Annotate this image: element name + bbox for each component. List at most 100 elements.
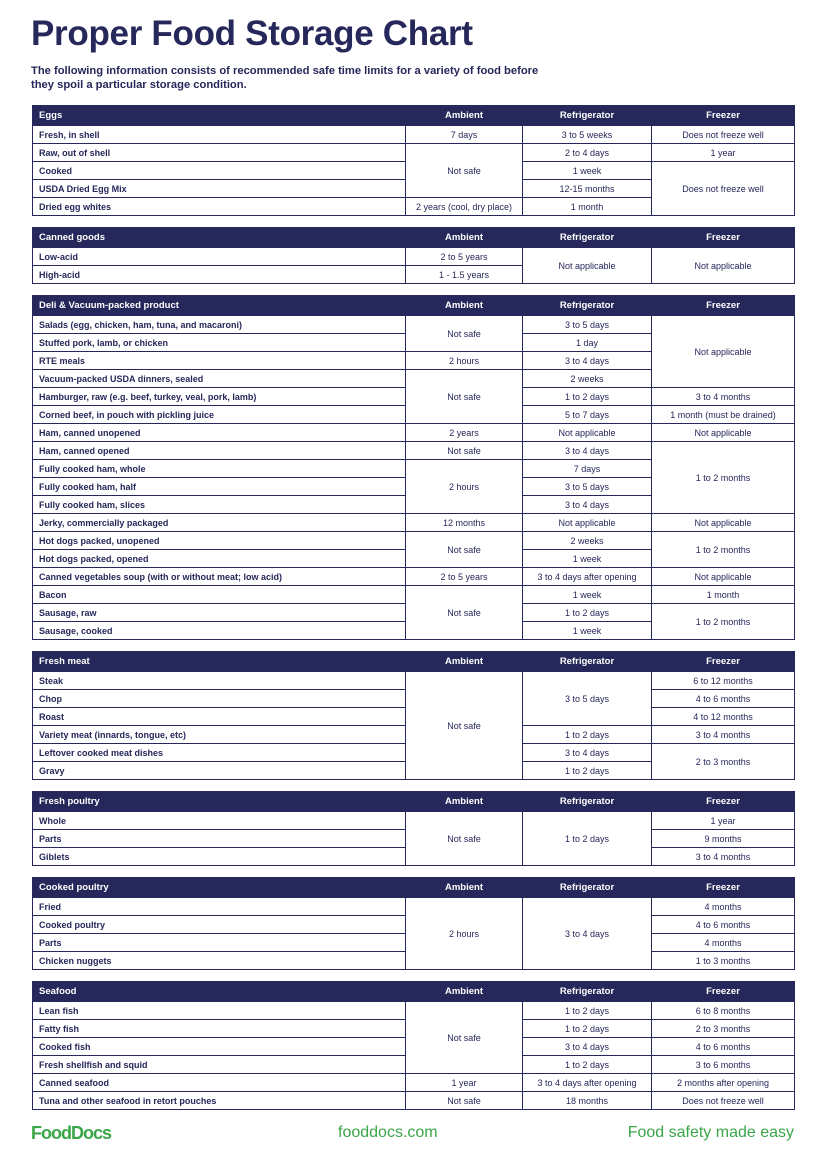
website-link[interactable]: fooddocs.com xyxy=(338,1124,438,1141)
table-row: Leftover cooked meat dishes 3 to 4 days 2 … xyxy=(32,743,795,780)
food-item: Ham, canned unopened xyxy=(32,423,406,442)
category-heading: Fresh poultry xyxy=(32,791,406,812)
column-header-ambient: Ambient xyxy=(405,651,523,672)
table-row: Giblets 3 to 4 months xyxy=(32,847,795,866)
column-header-ambient: Ambient xyxy=(405,981,523,1002)
food-item: Low-acid xyxy=(32,247,406,266)
table-header: Deli & Vacuum-packed product Ambient Refri… xyxy=(32,295,795,316)
refrigerator-value: 1 week xyxy=(522,585,652,604)
ambient-value: Not safe xyxy=(405,1091,523,1110)
freezer-value: 4 to 6 months xyxy=(651,1037,795,1056)
table-row: Canned seafood 1 year 3 to 4 days after op… xyxy=(32,1073,795,1092)
category-heading: Canned goods xyxy=(32,227,406,248)
column-header-ambient: Ambient xyxy=(405,791,523,812)
food-item: Dried egg whites xyxy=(32,197,406,216)
column-header-freezer: Freezer xyxy=(651,227,795,248)
ambient-value: 2 to 5 years xyxy=(405,567,523,586)
food-item: Raw, out of shell xyxy=(32,143,406,162)
refrigerator-value: 1 week xyxy=(522,621,652,640)
food-item: Hot dogs packed, opened xyxy=(32,549,406,568)
food-item: Vacuum-packed USDA dinners, sealed xyxy=(32,369,406,388)
table-header: Seafood Ambient Refrigerator Freezer xyxy=(32,981,795,1002)
column-header-refrigerator: Refrigerator xyxy=(522,791,652,812)
food-item: Canned seafood xyxy=(32,1073,406,1092)
food-item: Roast xyxy=(32,707,406,726)
food-item: Salads (egg, chicken, ham, tuna, and mac… xyxy=(32,315,406,334)
food-item: Hot dogs packed, unopened xyxy=(32,531,406,550)
category-heading: Seafood xyxy=(32,981,406,1002)
food-item: Jerky, commercially packaged xyxy=(32,513,406,532)
freezer-value: 4 months xyxy=(651,933,795,952)
table-row: Jerky, commercially packaged 12 months Not… xyxy=(32,513,795,532)
table-row: High-acid 1 - 1.5 years xyxy=(32,265,795,284)
food-item: Whole xyxy=(32,811,406,830)
refrigerator-value: 2 weeks xyxy=(522,531,652,550)
freezer-value: Does not freeze well xyxy=(651,125,795,144)
refrigerator-value: Not applicable xyxy=(522,247,652,284)
refrigerator-value: 3 to 5 weeks xyxy=(522,125,652,144)
refrigerator-value: 1 to 2 days xyxy=(522,1055,652,1074)
refrigerator-value: 18 months xyxy=(522,1091,652,1110)
refrigerator-value: 3 to 4 days xyxy=(522,495,652,514)
ambient-value: 2 hours xyxy=(405,351,523,370)
refrigerator-value: 3 to 4 days xyxy=(522,1037,652,1056)
freezer-value: 3 to 4 months xyxy=(651,847,795,866)
food-item: Gravy xyxy=(32,761,406,780)
ambient-value: 2 years xyxy=(405,423,523,442)
table-row: Cooked fish 3 to 4 days 4 to 6 months xyxy=(32,1037,795,1056)
ambient-value: 2 hours xyxy=(405,459,523,514)
table-row: Steak Not safe 3 to 5 days 6 to 12 months xyxy=(32,671,795,780)
food-item: Fresh shellfish and squid xyxy=(32,1055,406,1074)
food-item: Parts xyxy=(32,933,406,952)
table-row: Low-acid 2 to 5 years Not applicable Not ap… xyxy=(32,247,795,284)
table-row: USDA Dried Egg Mix 12-15 months xyxy=(32,179,795,198)
table-fresh-meat: Fresh meat Ambient Refrigerator Freezer Stea… xyxy=(32,651,795,780)
freezer-value: 1 year xyxy=(651,811,795,830)
freezer-value: 1 to 2 months xyxy=(651,603,795,640)
food-item: Corned beef, in pouch with pickling juic… xyxy=(32,405,406,424)
freezer-value: Does not freeze well xyxy=(651,161,795,216)
table-cooked-poultry: Cooked poultry Ambient Refrigerator Freezer… xyxy=(32,877,795,970)
column-header-ambient: Ambient xyxy=(405,877,523,898)
refrigerator-value: 1 to 2 days xyxy=(522,1019,652,1038)
food-item: Tuna and other seafood in retort pouches xyxy=(32,1091,406,1110)
freezer-value: 4 months xyxy=(651,897,795,916)
ambient-value: Not safe xyxy=(405,585,523,640)
tagline: Food safety made easy xyxy=(627,1124,794,1141)
ambient-value: 12 months xyxy=(405,513,523,532)
food-item: Cooked fish xyxy=(32,1037,406,1056)
ambient-value: Not safe xyxy=(405,369,523,424)
ambient-value: Not safe xyxy=(405,143,523,198)
refrigerator-value: 1 month xyxy=(522,197,652,216)
table-row: Chicken nuggets 1 to 3 months xyxy=(32,951,795,970)
freezer-value: 3 to 6 months xyxy=(651,1055,795,1074)
table-seafood: Seafood Ambient Refrigerator Freezer Lean fi… xyxy=(32,981,795,1110)
freezer-value: 4 to 12 months xyxy=(651,707,795,726)
column-header-freezer: Freezer xyxy=(651,651,795,672)
refrigerator-value: Not applicable xyxy=(522,513,652,532)
fooddocs-logo: FoodDocs xyxy=(31,1123,112,1143)
food-item: Parts xyxy=(32,829,406,848)
column-header-ambient: Ambient xyxy=(405,227,523,248)
table-row: Dried egg whites 2 years (cool, dry place… xyxy=(32,197,795,216)
freezer-value: 1 to 2 months xyxy=(651,531,795,568)
freezer-value: 1 month xyxy=(651,585,795,604)
table-header: Cooked poultry Ambient Refrigerator Freezer xyxy=(32,877,795,898)
table-row: Cooked 1 week Does not freeze well xyxy=(32,161,795,216)
food-item: Fully cooked ham, half xyxy=(32,477,406,496)
freezer-value: 2 months after opening xyxy=(651,1073,795,1092)
table-row: Tuna and other seafood in retort pouches… xyxy=(32,1091,795,1110)
food-item: Giblets xyxy=(32,847,406,866)
refrigerator-value: 1 day xyxy=(522,333,652,352)
refrigerator-value: 1 to 2 days xyxy=(522,1001,652,1020)
food-item: High-acid xyxy=(32,265,406,284)
ambient-value: Not safe xyxy=(405,315,523,352)
ambient-value: Not safe xyxy=(405,811,523,866)
ambient-value: 7 days xyxy=(405,125,523,144)
food-item: Ham, canned opened xyxy=(32,441,406,460)
freezer-value: 1 month (must be drained) xyxy=(651,405,795,424)
ambient-value: Not safe xyxy=(405,531,523,568)
refrigerator-value: 1 to 2 days xyxy=(522,811,652,866)
column-header-ambient: Ambient xyxy=(405,105,523,126)
table-row: Lean fish Not safe 1 to 2 days 6 to 8 month… xyxy=(32,1001,795,1074)
